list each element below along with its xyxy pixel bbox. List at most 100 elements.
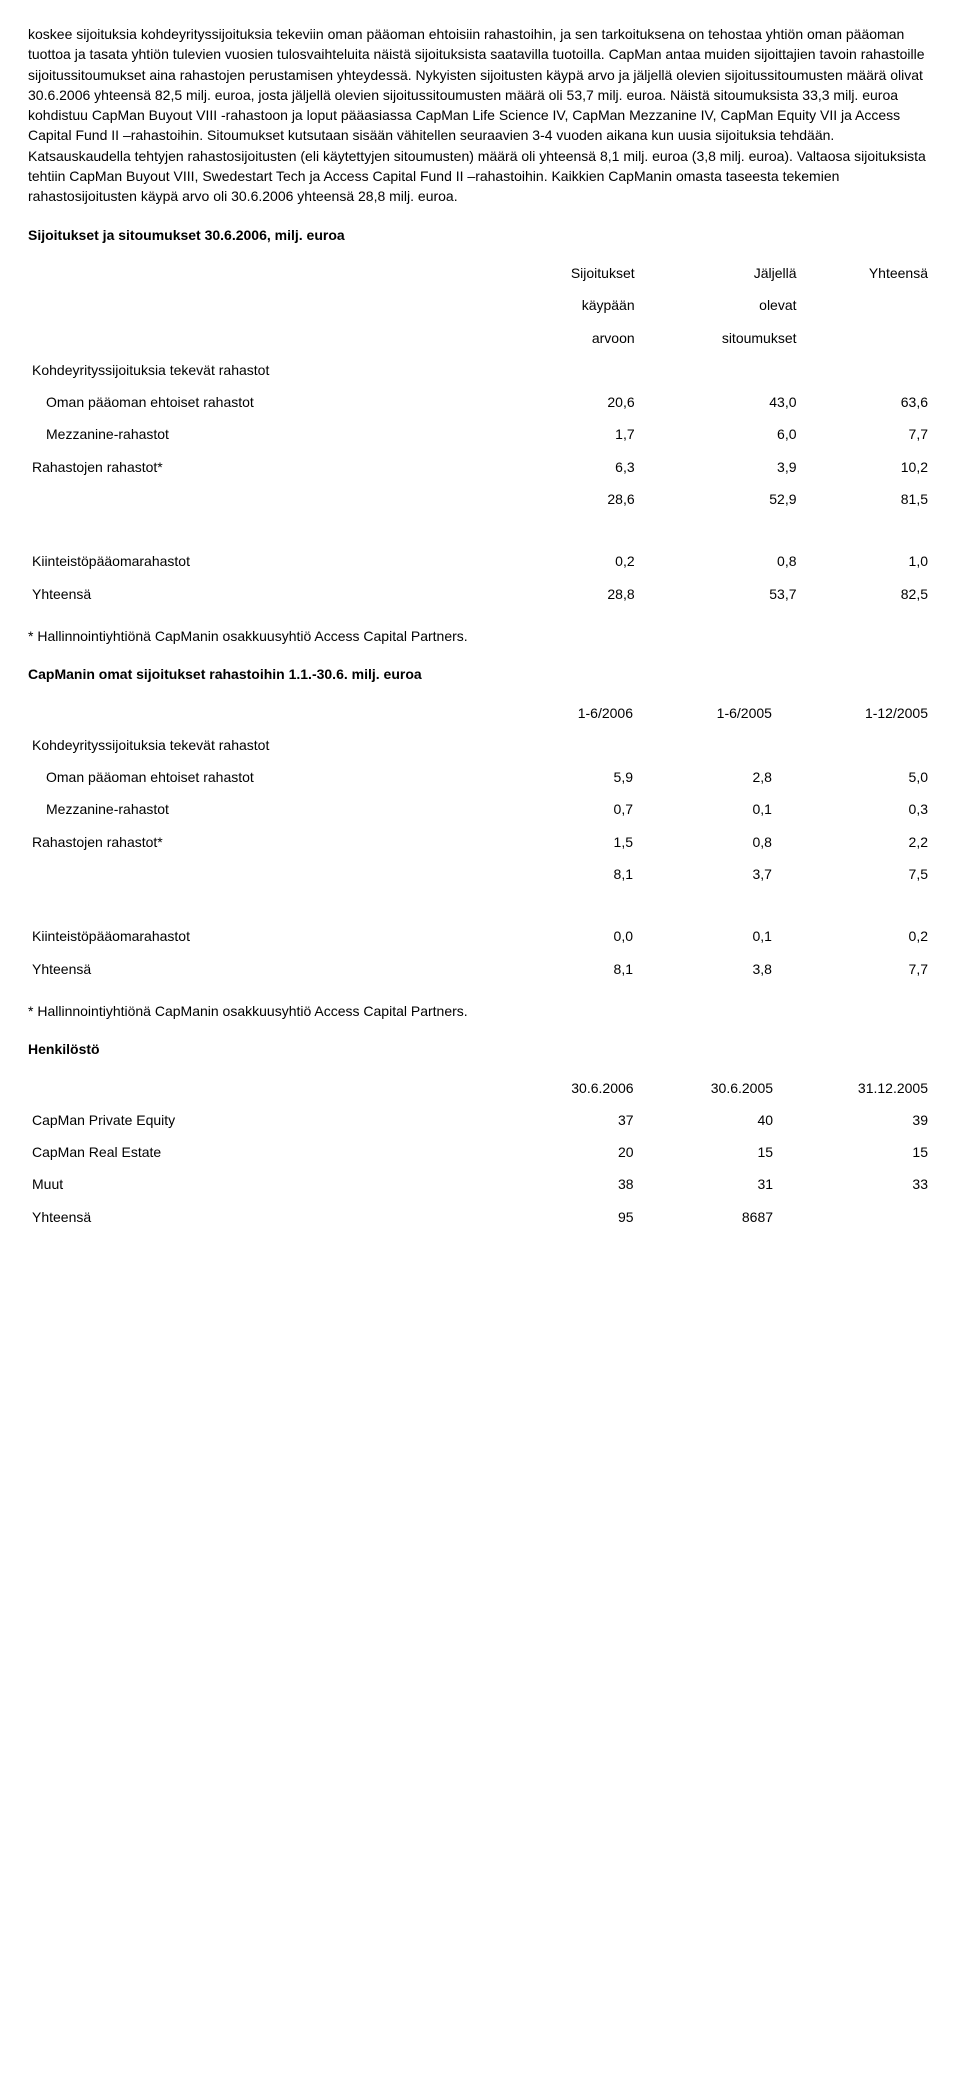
table-row: Muut 38 31 33 [28,1168,932,1200]
t3r3c3 [777,1201,932,1233]
t1-group: Kohdeyrityssijoituksia tekevät rahastot [28,354,932,386]
table-row: Yhteensä 28,8 53,7 82,5 [28,578,932,610]
t3r0c2: 40 [638,1104,777,1136]
t3r0c1: 37 [498,1104,637,1136]
t1r2-label: Rahastojen rahastot* [28,451,498,483]
table-row: Kiinteistöpääomarahastot 0,0 0,1 0,2 [28,920,932,952]
table-row: Oman pääoman ehtoiset rahastot 5,9 2,8 5… [28,761,932,793]
t1r3c3: 81,5 [801,483,932,515]
t2r1c1: 0,7 [498,793,637,825]
table-row: 28,6 52,9 81,5 [28,483,932,515]
t1-h3c1: arvoon [498,322,639,354]
t1b1-label: Yhteensä [28,578,498,610]
t3-hc3: 31.12.2005 [777,1072,932,1104]
t2r2c1: 1,5 [498,826,637,858]
t1r3c2: 52,9 [639,483,801,515]
t1r0c2: 43,0 [639,386,801,418]
t2r2-label: Rahastojen rahastot* [28,826,498,858]
t3-hc1: 30.6.2006 [498,1072,637,1104]
t1b0c3: 1,0 [801,545,932,577]
table3-title: Henkilöstö [28,1039,932,1059]
t3r2c2: 31 [638,1168,777,1200]
t2-hc3: 1-12/2005 [776,697,932,729]
t2b0c3: 0,2 [776,920,932,952]
t1r2c1: 6,3 [498,451,639,483]
t3r0c3: 39 [777,1104,932,1136]
t1r2c2: 3,9 [639,451,801,483]
t1r1c3: 7,7 [801,418,932,450]
intro-paragraph: koskee sijoituksia kohdeyrityssijoituksi… [28,24,932,207]
table1-footnote: * Hallinnointiyhtiönä CapManin osakkuusy… [28,626,932,646]
table-row: Mezzanine-rahastot 0,7 0,1 0,3 [28,793,932,825]
t1r3c1: 28,6 [498,483,639,515]
t2r0c3: 5,0 [776,761,932,793]
t2r1c3: 0,3 [776,793,932,825]
t3r1c3: 15 [777,1136,932,1168]
t2r2c3: 2,2 [776,826,932,858]
t3r3-label: Yhteensä [28,1201,498,1233]
table-row: Rahastojen rahastot* 6,3 3,9 10,2 [28,451,932,483]
t1r0-label: Oman pääoman ehtoiset rahastot [28,386,498,418]
t2-hc2: 1-6/2005 [637,697,776,729]
t1r1c2: 6,0 [639,418,801,450]
t2r3c3: 7,5 [776,858,932,890]
table-row: 8,1 3,7 7,5 [28,858,932,890]
t3-hc2: 30.6.2005 [638,1072,777,1104]
t1b1c2: 53,7 [639,578,801,610]
t2b0-label: Kiinteistöpääomarahastot [28,920,498,952]
t1b1c3: 82,5 [801,578,932,610]
t1b0c1: 0,2 [498,545,639,577]
t1-h1c2: Jäljellä [639,257,801,289]
t2r3-label [28,858,498,890]
table2-title: CapManin omat sijoitukset rahastoihin 1.… [28,664,932,684]
table-row: CapMan Real Estate 20 15 15 [28,1136,932,1168]
t1r0c1: 20,6 [498,386,639,418]
t2r3c2: 3,7 [637,858,776,890]
t3r1c2: 15 [638,1136,777,1168]
table-row: Yhteensä 95 8687 [28,1201,932,1233]
t1-h2c2: olevat [639,289,801,321]
t1-h3c2: sitoumukset [639,322,801,354]
t2-hc1: 1-6/2006 [498,697,637,729]
t2r1-label: Mezzanine-rahastot [28,793,498,825]
t2b1-label: Yhteensä [28,953,498,985]
t2r0c2: 2,8 [637,761,776,793]
t1b1c1: 28,8 [498,578,639,610]
t1r0c3: 63,6 [801,386,932,418]
t1b0c2: 0,8 [639,545,801,577]
t3r2-label: Muut [28,1168,498,1200]
table2-footnote: * Hallinnointiyhtiönä CapManin osakkuusy… [28,1001,932,1021]
t3r1c1: 20 [498,1136,637,1168]
t1b0-label: Kiinteistöpääomarahastot [28,545,498,577]
t1-h1c1: Sijoitukset [498,257,639,289]
table-row: CapMan Private Equity 37 40 39 [28,1104,932,1136]
t2b0c2: 0,1 [637,920,776,952]
t2r2c2: 0,8 [637,826,776,858]
t2r0-label: Oman pääoman ehtoiset rahastot [28,761,498,793]
table-row: Yhteensä 8,1 3,8 7,7 [28,953,932,985]
t2r1c2: 0,1 [637,793,776,825]
t2b1c2: 3,8 [637,953,776,985]
t2-group: Kohdeyrityssijoituksia tekevät rahastot [28,729,932,761]
t2b1c3: 7,7 [776,953,932,985]
t1r2c3: 10,2 [801,451,932,483]
t1r1-label: Mezzanine-rahastot [28,418,498,450]
table3: 30.6.2006 30.6.2005 31.12.2005 CapMan Pr… [28,1072,932,1233]
t2r3c1: 8,1 [498,858,637,890]
t3r3c1: 95 [498,1201,637,1233]
t3r2c3: 33 [777,1168,932,1200]
table-row: Rahastojen rahastot* 1,5 0,8 2,2 [28,826,932,858]
t1r3-label [28,483,498,515]
t1r1c1: 1,7 [498,418,639,450]
t3r0-label: CapMan Private Equity [28,1104,498,1136]
t3r1-label: CapMan Real Estate [28,1136,498,1168]
t2b0c1: 0,0 [498,920,637,952]
t2b1c1: 8,1 [498,953,637,985]
table-row: Kiinteistöpääomarahastot 0,2 0,8 1,0 [28,545,932,577]
t1-h1c3: Yhteensä [801,257,932,289]
table-row: Oman pääoman ehtoiset rahastot 20,6 43,0… [28,386,932,418]
t3r3c2: 8687 [638,1201,777,1233]
table-row: Mezzanine-rahastot 1,7 6,0 7,7 [28,418,932,450]
table1: Sijoitukset Jäljellä Yhteensä käypään ol… [28,257,932,610]
t3r2c1: 38 [498,1168,637,1200]
